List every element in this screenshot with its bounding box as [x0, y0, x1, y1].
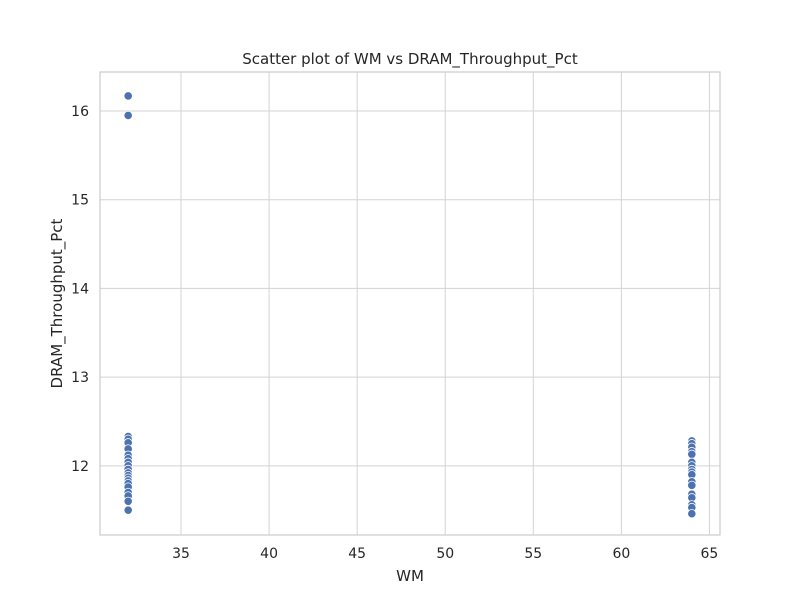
x-tick-label: 45 — [348, 546, 366, 562]
data-point — [687, 480, 697, 490]
data-point — [123, 110, 133, 121]
y-tick-label: 15 — [71, 193, 89, 209]
x-tick-labels: 35 40 45 50 55 60 65 — [172, 546, 718, 562]
x-axis-label: WM — [396, 567, 424, 585]
x-tick-label: 50 — [436, 546, 454, 562]
data-point — [687, 449, 697, 459]
y-tick-labels: 12 13 14 15 16 — [71, 104, 89, 475]
plot-frame — [99, 71, 721, 536]
x-tick-label: 60 — [612, 546, 630, 562]
y-tick-label: 14 — [71, 281, 89, 297]
x-tick-label: 35 — [172, 546, 190, 562]
chart-title: Scatter plot of WM vs DRAM_Throughput_Pc… — [242, 50, 578, 69]
y-tick-label: 13 — [71, 370, 89, 386]
data-points — [123, 91, 697, 519]
y-axis-label: DRAM_Throughput_Pct — [48, 218, 67, 388]
x-tick-label: 55 — [524, 546, 542, 562]
y-tick-label: 12 — [71, 459, 89, 475]
y-tick-label: 16 — [71, 104, 89, 120]
data-point — [123, 91, 133, 101]
x-tick-label: 65 — [701, 546, 719, 562]
data-point — [123, 505, 133, 515]
data-point — [687, 509, 697, 519]
grid — [100, 72, 720, 535]
data-point — [123, 496, 133, 506]
x-tick-label: 40 — [260, 546, 278, 562]
